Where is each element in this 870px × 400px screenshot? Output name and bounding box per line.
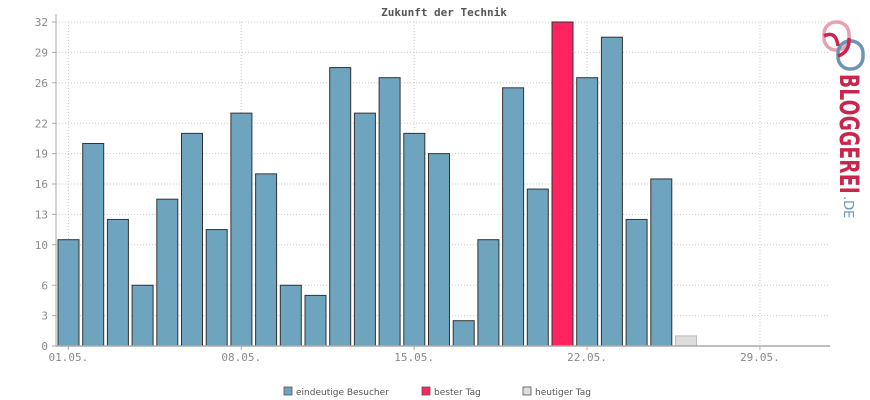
bar-visitors xyxy=(82,143,105,347)
legend-label-today: heutiger Tag xyxy=(535,388,591,398)
y-tick-label: 13 xyxy=(35,208,48,221)
legend: eindeutige Besucher bester Tag heutiger Ta… xyxy=(283,386,591,398)
x-tick-label: 01.05. xyxy=(48,351,88,364)
x-tick-label: 29.05. xyxy=(740,351,780,364)
bar-visitors xyxy=(156,198,179,347)
legend-swatch-best xyxy=(421,386,431,396)
bar-visitors xyxy=(279,284,302,347)
bar-visitors xyxy=(378,77,401,347)
bar-visitors xyxy=(625,218,648,347)
x-tick-label: 15.05. xyxy=(394,351,434,364)
bar-visitors xyxy=(353,112,376,347)
bar-best xyxy=(551,21,574,347)
bar-visitors xyxy=(230,112,253,347)
bar-visitors xyxy=(477,239,500,347)
bar-visitors xyxy=(57,239,80,347)
bar-visitors xyxy=(255,173,278,347)
x-tick-label: 22.05. xyxy=(567,351,607,364)
bar-visitors xyxy=(329,67,352,347)
legend-swatch-visitors xyxy=(283,386,293,396)
y-tick-label: 29 xyxy=(35,46,48,59)
axes: 0 3 6 10 13 16 19 22 26 29 32 01.05. 08.05. 15.05. 22.… xyxy=(35,14,830,364)
y-tick-label: 32 xyxy=(35,16,48,29)
bar-visitors xyxy=(131,284,154,347)
bloggerei-logo: BLOGGEREI .DE xyxy=(822,20,865,218)
bar-visitors xyxy=(304,294,327,347)
chart-title: Zukunft der Technik xyxy=(381,6,507,19)
y-tick-label: 6 xyxy=(41,279,48,292)
bloggerei-logo-icon xyxy=(822,20,865,71)
bar-visitors xyxy=(452,320,475,347)
y-tick-label: 22 xyxy=(35,117,48,130)
bar-visitors xyxy=(576,77,599,347)
brand-name: BLOGGEREI xyxy=(833,74,864,194)
bar-visitors xyxy=(650,178,673,347)
y-tick-label: 10 xyxy=(35,239,48,252)
x-tick-label: 08.05. xyxy=(221,351,261,364)
bar-visitors xyxy=(205,229,228,347)
bar-visitors xyxy=(428,153,450,347)
bar-visitors xyxy=(181,132,203,347)
bar-visitors xyxy=(502,87,525,347)
y-tick-label: 0 xyxy=(41,340,48,353)
legend-label-best: bester Tag xyxy=(434,388,481,398)
legend-swatch-today xyxy=(522,386,532,396)
y-tick-label: 16 xyxy=(35,178,48,191)
bar-today xyxy=(675,335,697,347)
y-tick-label: 3 xyxy=(41,310,48,323)
y-tick-label: 19 xyxy=(35,148,48,161)
y-tick-label: 26 xyxy=(35,77,48,90)
bar-visitors xyxy=(106,218,129,347)
legend-label-visitors: eindeutige Besucher xyxy=(296,388,389,398)
bars xyxy=(57,21,697,347)
bar-visitors xyxy=(403,132,426,347)
brand-tld: .DE xyxy=(840,196,855,218)
bar-visitors xyxy=(600,36,623,347)
bar-visitors xyxy=(526,188,549,347)
